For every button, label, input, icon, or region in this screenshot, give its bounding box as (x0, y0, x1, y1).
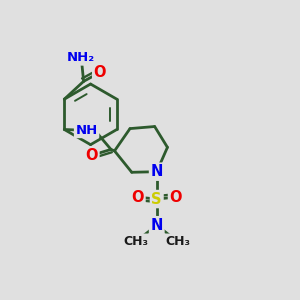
Text: O: O (131, 190, 144, 205)
Text: N: N (151, 218, 163, 233)
Text: S: S (152, 191, 162, 206)
Text: N: N (151, 164, 163, 179)
Text: CH₃: CH₃ (123, 235, 148, 248)
Text: O: O (94, 65, 106, 80)
Text: NH₂: NH₂ (67, 51, 95, 64)
Text: CH₃: CH₃ (165, 235, 190, 248)
Text: NH: NH (76, 124, 98, 136)
Text: O: O (169, 190, 182, 205)
Text: O: O (85, 148, 98, 163)
